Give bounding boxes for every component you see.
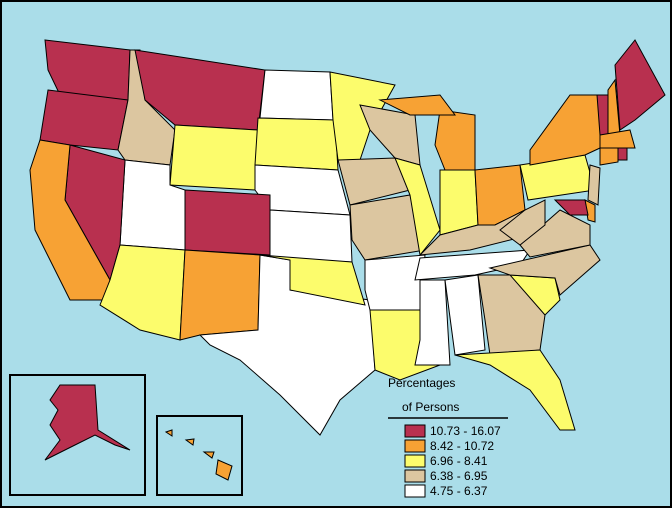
- legend-swatch: [404, 454, 426, 468]
- region: [259, 69, 334, 121]
- region: [254, 117, 339, 171]
- region: [269, 209, 353, 263]
- region: [394, 157, 441, 257]
- legend-label: 4.75 - 6.37: [430, 484, 488, 498]
- region: [444, 274, 486, 356]
- region: [44, 384, 131, 461]
- region: [215, 459, 233, 481]
- legend-swatch: [404, 424, 426, 438]
- region: [184, 189, 271, 256]
- region: [349, 194, 426, 261]
- region: [378, 94, 456, 116]
- legend-label: 10.73 - 16.07: [430, 424, 501, 438]
- region: [614, 39, 666, 131]
- region: [259, 254, 366, 306]
- region: [439, 169, 479, 236]
- legend-label: 8.42 - 10.72: [430, 439, 494, 453]
- region: [39, 89, 129, 151]
- region: [169, 124, 259, 191]
- region: [519, 209, 591, 258]
- region: [414, 279, 451, 366]
- region: [434, 109, 476, 171]
- legend-title: Percentages: [388, 376, 455, 390]
- legend-swatch: [404, 439, 426, 453]
- region: [599, 129, 636, 149]
- legend-label: 6.96 - 8.41: [430, 454, 488, 468]
- region: [587, 164, 601, 206]
- region: [499, 199, 546, 246]
- legend-label: 6.38 - 6.95: [430, 469, 488, 483]
- region: [418, 209, 531, 256]
- legend-title: of Persons: [402, 400, 459, 414]
- states: [29, 39, 666, 436]
- legend: 10.73 - 16.078.42 - 10.726.96 - 8.416.38…: [404, 424, 501, 498]
- region: [617, 147, 628, 161]
- region: [364, 254, 426, 311]
- region: [454, 349, 576, 431]
- region: [553, 199, 589, 216]
- region: [184, 438, 195, 446]
- region: [179, 249, 261, 341]
- region: [164, 429, 173, 437]
- region: [599, 147, 619, 166]
- region: [202, 451, 215, 459]
- legend-swatch: [404, 484, 426, 498]
- legend-swatch: [404, 469, 426, 483]
- hawaii-inset: [156, 415, 243, 496]
